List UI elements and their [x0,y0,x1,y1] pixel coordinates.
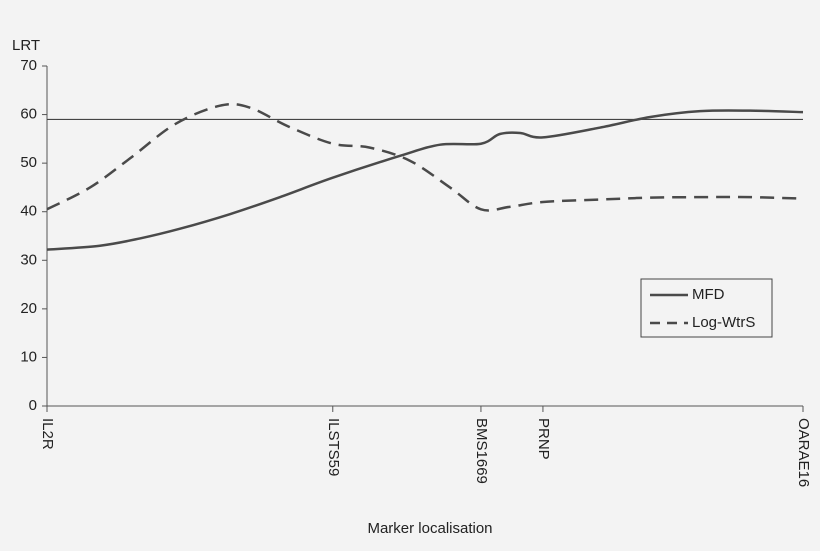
y-axis-title: LRT [12,37,40,54]
y-tick-label: 40 [20,203,37,220]
legend-box [640,278,773,338]
x-tick-label: ILSTS59 [325,418,342,476]
y-tick-label: 0 [29,397,37,414]
x-tick-label: PRNP [535,418,552,460]
legend-label: MFD [692,286,725,303]
y-tick-label: 50 [20,154,37,171]
x-tick-label: IL2R [39,418,56,450]
y-tick-label: 60 [20,106,37,123]
x-tick-label: OARAE16 [795,418,812,487]
x-axis-title: Marker localisation [367,520,492,537]
line-series [46,102,804,212]
y-tick-label: 30 [20,251,37,268]
legend-label: Log-WtrS [692,314,755,331]
y-tick-label: 70 [20,57,37,74]
x-tick-label: BMS1669 [473,418,490,484]
y-tick-label: 20 [20,300,37,317]
y-tick-label: 10 [20,348,37,365]
line-series [46,109,804,251]
